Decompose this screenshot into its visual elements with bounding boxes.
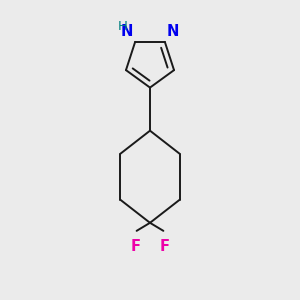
Text: F: F xyxy=(130,239,140,254)
Text: F: F xyxy=(160,239,170,254)
Text: H: H xyxy=(118,20,128,33)
Text: N: N xyxy=(167,24,179,39)
Text: N: N xyxy=(121,24,134,39)
